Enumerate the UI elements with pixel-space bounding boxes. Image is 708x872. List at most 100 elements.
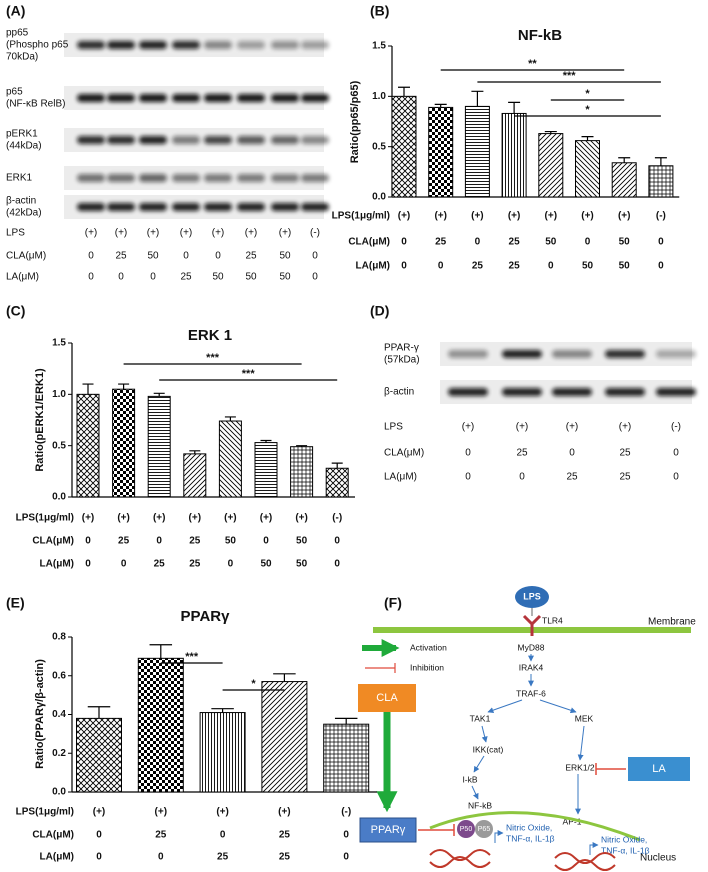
p50-label: P50 [460,826,473,833]
lps-node [515,586,549,608]
blot-row-label: (Phospho p65 [6,40,69,51]
condition-value: 0 [88,251,94,262]
band [107,41,135,49]
band [172,203,200,211]
band [139,203,167,211]
ikk-label: IKK(cat) [473,744,504,754]
condition-value: (+) [155,807,168,818]
condition-value: (+) [462,422,475,433]
band [237,203,265,211]
condition-value: (+) [260,513,273,524]
band [552,388,592,396]
condition-value: 0 [334,536,340,547]
band [448,388,488,396]
product-label: TNF-α, IL-1β [506,833,555,843]
condition-label: LA(μM) [40,852,74,863]
condition-value: (+) [180,228,193,239]
condition-value: 0 [519,472,525,483]
error-bar [654,157,667,166]
inhibition [418,824,455,836]
blot-row-label: (42kDa) [6,208,42,219]
blot-row-label: pERK1 [6,129,38,140]
y-tick-label: 0.2 [52,748,66,759]
condition-value: 0 [88,272,94,283]
y-axis-label: Ratio(PPARγ/β-actin) [34,659,46,769]
band [301,203,329,211]
error-bar [331,462,343,469]
condition-value: 0 [343,830,349,841]
band [301,174,329,182]
condition-value: (+) [153,513,166,524]
error-bar [544,130,557,134]
band [204,94,232,102]
product-label: Nitric Oxide, [601,834,647,844]
bar [183,453,207,498]
band [271,41,299,49]
y-tick-label: 1.0 [52,389,66,400]
pathway-diagram: Membrane LPS TLR4 MyD88 IRAK4 TRAF-6 TAK… [358,586,696,871]
arrow [481,725,488,743]
condition-value: 0 [215,251,221,262]
band [107,174,135,182]
condition-value: (+) [278,807,291,818]
condition-value: 0 [673,448,679,459]
condition-value: 50 [619,237,631,248]
band [237,174,265,182]
band [605,350,645,358]
condition-value: (+) [245,228,258,239]
condition-value: (+) [434,211,447,222]
blot-row-label: 70kDa) [6,52,38,63]
condition-value: 0 [158,852,164,863]
ppar-label: PPARγ [371,824,406,836]
myd88-label: MyD88 [518,642,545,652]
condition-value: 0 [85,559,91,570]
condition-value: (+) [295,513,308,524]
condition-value: 50 [296,559,308,570]
condition-value: 25 [435,237,447,248]
condition-value: 0 [658,261,664,272]
band [107,203,135,211]
condition-value: 50 [279,272,291,283]
condition-value: 0 [548,261,554,272]
band [271,94,299,102]
error-bar [153,392,165,397]
condition-value: 0 [312,272,318,283]
arrow [577,725,585,761]
band [656,350,696,358]
condition-value: 50 [147,251,159,262]
condition-value: 25 [516,448,528,459]
band [139,136,167,144]
band [301,94,329,102]
error-bar [260,439,272,443]
bar [648,165,674,198]
error-bar [471,90,484,107]
chart-title: ERK 1 [188,327,232,344]
bar [464,105,490,198]
band [301,136,329,144]
condition-value: 50 [245,272,257,283]
error-bar [189,450,201,454]
bar [218,420,242,498]
blot-row-label: (NF-κB RelB) [6,99,65,110]
condition-value: (+) [545,211,558,222]
cla-label: CLA [376,692,398,704]
y-tick-label: 0.5 [52,440,66,451]
significance-label: *** [242,368,256,380]
significance-label: * [585,88,590,100]
band [237,41,265,49]
condition-value: 25 [154,559,166,570]
significance-label: ** [528,58,537,70]
panel-label: (E) [6,595,25,611]
arrow [487,699,523,714]
condition-value: 0 [96,852,102,863]
condition-value: 50 [260,559,272,570]
condition-value: 0 [156,536,162,547]
condition-value: (+) [279,228,292,239]
dna [554,852,616,871]
legend-label: Inhibition [410,662,444,672]
condition-value: 50 [279,251,291,262]
membrane-label: Membrane [648,617,696,628]
y-tick-label: 1.5 [372,41,386,52]
arrow [473,755,485,773]
